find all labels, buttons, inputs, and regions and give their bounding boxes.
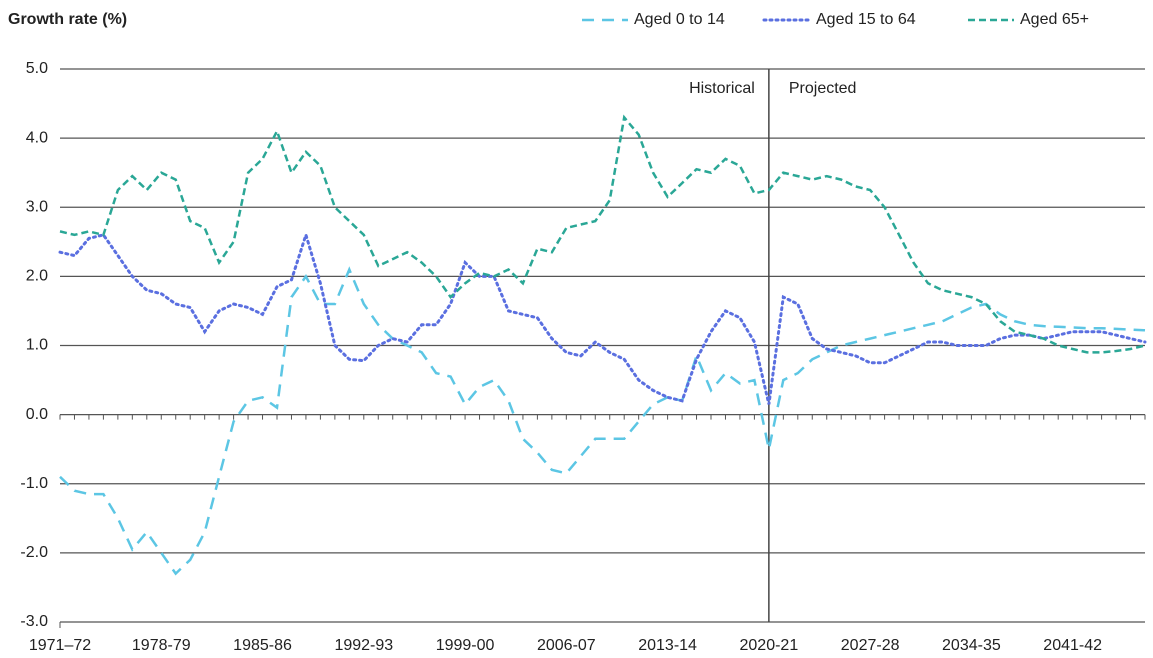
y-tick-label: 1.0 [26, 337, 48, 354]
x-tick-label: 1992-93 [334, 637, 393, 654]
x-tick-label: 2013-14 [638, 637, 697, 654]
series-line [59, 266, 1146, 576]
y-tick-label: 2.0 [26, 268, 48, 285]
legend-label: Aged 0 to 14 [634, 11, 725, 28]
x-tick-label: 2034-35 [942, 637, 1001, 654]
x-tick-label: 2041-42 [1043, 637, 1102, 654]
y-tick-label: -2.0 [20, 544, 48, 561]
x-tick-label: 2006-07 [537, 637, 596, 654]
x-tick-label: 1985-86 [233, 637, 292, 654]
x-tick-label: 2027-28 [841, 637, 900, 654]
y-tick-label: 4.0 [26, 129, 48, 146]
legend-label: Aged 65+ [1020, 11, 1089, 28]
x-tick-label: 1999-00 [436, 637, 495, 654]
y-tick-label: 3.0 [26, 198, 48, 215]
legend-label: Aged 15 to 64 [816, 11, 916, 28]
y-axis-label: Growth rate (%) [8, 11, 127, 28]
series-line [58, 229, 1147, 405]
x-tick-label: 1971–72 [29, 637, 91, 654]
x-tick-label: 2020-21 [740, 637, 799, 654]
series-line [59, 114, 1146, 354]
y-tick-label: -3.0 [20, 613, 48, 630]
divider-label: Historical [689, 80, 755, 97]
y-tick-label: 0.0 [26, 406, 48, 423]
x-tick-label: 1978-79 [132, 637, 191, 654]
divider-label: Projected [789, 80, 857, 97]
y-tick-label: 5.0 [26, 60, 48, 77]
y-tick-label: -1.0 [20, 475, 48, 492]
